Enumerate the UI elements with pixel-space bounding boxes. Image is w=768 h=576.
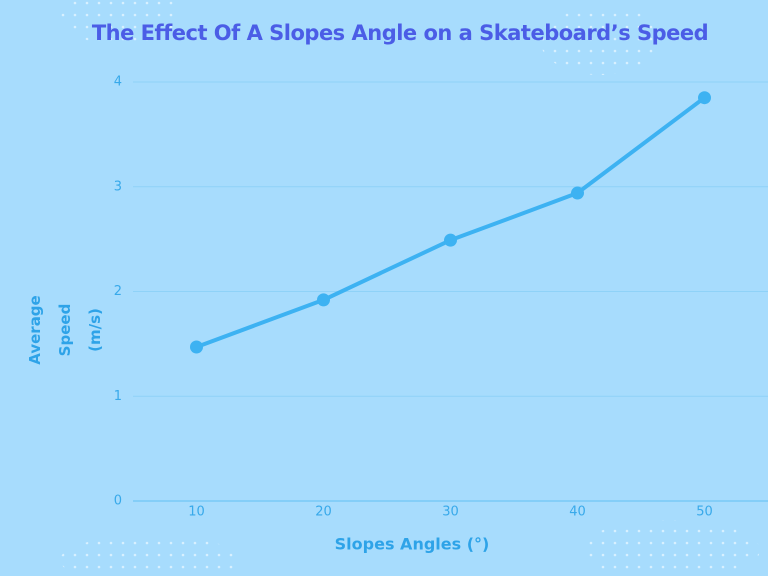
point bbox=[317, 293, 330, 307]
line bbox=[195, 96, 706, 349]
point bbox=[698, 91, 711, 105]
x-axis-label: Slopes Angles (°) bbox=[335, 535, 490, 554]
decoration bbox=[580, 520, 760, 576]
point bbox=[190, 340, 203, 354]
y-tick-label: 1 bbox=[114, 389, 122, 404]
decoration bbox=[540, 5, 660, 75]
x-tick-label: 20 bbox=[315, 505, 332, 520]
y-tick-label: 0 bbox=[114, 494, 122, 509]
y-tick-label: 4 bbox=[114, 75, 122, 90]
y-tick-label: 3 bbox=[114, 179, 122, 194]
point bbox=[444, 233, 457, 247]
y-tick-label: 2 bbox=[114, 284, 122, 299]
x-tick-label: 40 bbox=[569, 505, 586, 520]
chart-title: The Effect Of A Slopes Angle on a Skateb… bbox=[92, 21, 708, 45]
decoration bbox=[60, 535, 240, 576]
decoration bbox=[60, 0, 180, 45]
x-tick-label: 50 bbox=[696, 505, 713, 520]
y-axis-label: Average Speed (m/s) bbox=[26, 295, 104, 365]
x-tick-label: 30 bbox=[442, 505, 459, 520]
point bbox=[571, 186, 584, 200]
x-tick-label: 10 bbox=[188, 505, 205, 520]
